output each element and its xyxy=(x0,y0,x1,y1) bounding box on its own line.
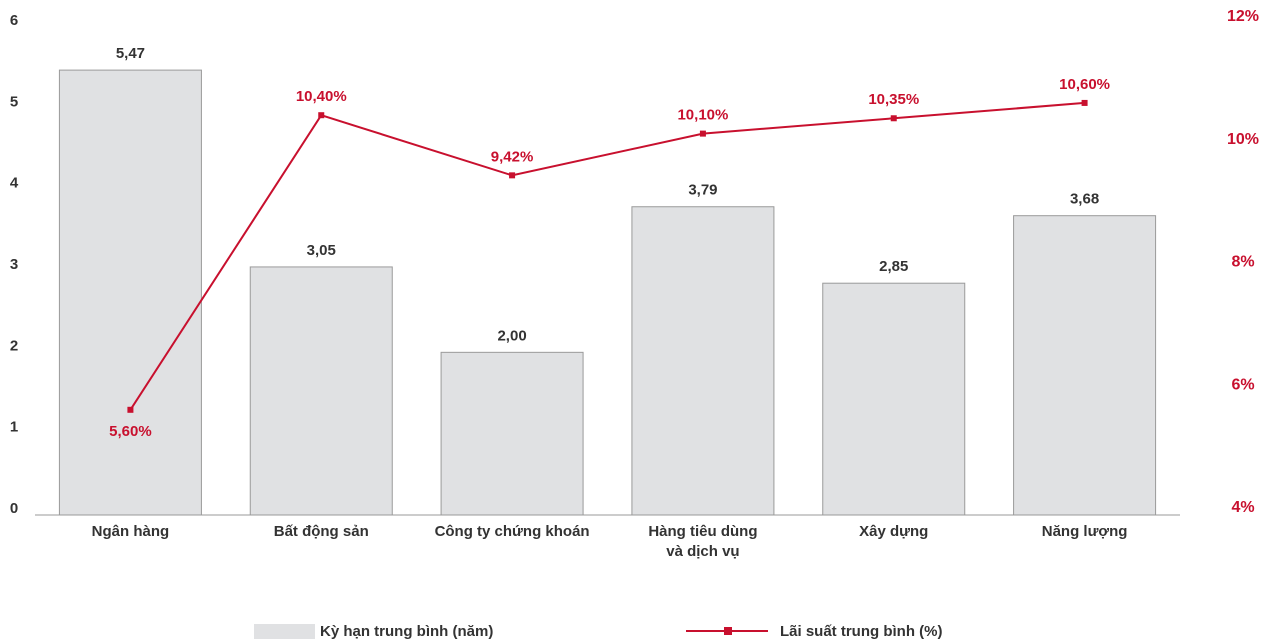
line-value-label: 10,10% xyxy=(677,107,728,124)
bar-value-labels: 5,47 3,05 2,00 3,79 2,85 3,68 xyxy=(116,45,1099,344)
right-axis-tick: 10% xyxy=(1227,131,1259,148)
legend-line-label: Lãi suất trung bình (%) xyxy=(780,623,943,640)
bar-value-label: 3,68 xyxy=(1070,191,1099,208)
category-label: Hàng tiêu dùng xyxy=(648,523,757,540)
line-value-label: 10,35% xyxy=(868,91,919,108)
category-label: Ngân hàng xyxy=(92,523,170,540)
legend-bar-swatch xyxy=(254,624,315,639)
left-axis-tick: 4 xyxy=(10,175,19,192)
bar-value-label: 5,47 xyxy=(116,45,145,62)
bar-value-label: 3,05 xyxy=(307,242,336,259)
line-value-label: 10,60% xyxy=(1059,76,1110,93)
bar xyxy=(1013,215,1157,516)
right-axis-tick: 4% xyxy=(1231,499,1254,516)
line-value-label: 10,40% xyxy=(296,88,347,105)
left-axis-tick: 0 xyxy=(10,500,18,517)
rate-marker xyxy=(699,130,706,137)
category-label: và dịch vụ xyxy=(666,543,739,560)
left-axis-tick: 1 xyxy=(10,419,18,436)
right-axis-ticks: 4% 6% 8% 10% 12% xyxy=(1227,8,1259,516)
left-axis-tick: 2 xyxy=(10,337,18,354)
category-label: Bất động sản xyxy=(274,523,369,540)
left-axis-tick: 5 xyxy=(10,93,18,110)
bar xyxy=(58,69,202,516)
bar xyxy=(249,266,393,516)
category-label: Công ty chứng khoán xyxy=(435,523,590,540)
bar xyxy=(631,206,775,516)
left-axis-tick: 6 xyxy=(10,12,18,29)
line-value-labels: 5,60% 10,40% 9,42% 10,10% 10,35% 10,60% xyxy=(109,76,1110,440)
left-axis-ticks: 0 1 2 3 4 5 6 xyxy=(10,12,19,517)
rate-marker xyxy=(509,172,516,179)
legend-line-marker xyxy=(724,627,732,635)
legend-bar-label: Kỳ hạn trung bình (năm) xyxy=(320,623,493,640)
bar-value-label: 3,79 xyxy=(688,182,717,199)
rate-marker xyxy=(890,115,897,122)
line-value-label: 9,42% xyxy=(491,148,534,165)
bar xyxy=(822,282,966,516)
rate-line-group xyxy=(127,99,1088,413)
bar xyxy=(440,351,584,516)
rate-marker xyxy=(127,406,134,413)
category-label: Năng lượng xyxy=(1042,523,1128,540)
rate-marker xyxy=(1081,99,1088,106)
category-labels: Ngân hàng Bất động sản Công ty chứng khoán… xyxy=(92,523,1128,560)
bar-value-label: 2,00 xyxy=(497,327,526,344)
category-label: Xây dựng xyxy=(859,523,928,540)
bar-value-label: 2,85 xyxy=(879,258,908,275)
rate-marker xyxy=(318,112,325,119)
legend: Kỳ hạn trung bình (năm) Lãi suất trung b… xyxy=(254,623,943,640)
right-axis-tick: 12% xyxy=(1227,8,1259,25)
bars xyxy=(58,69,1157,516)
left-axis-tick: 3 xyxy=(10,256,18,273)
right-axis-tick: 8% xyxy=(1231,254,1254,271)
right-axis-tick: 6% xyxy=(1231,376,1254,393)
rate-line xyxy=(129,101,1085,411)
line-value-label: 5,60% xyxy=(109,423,152,440)
